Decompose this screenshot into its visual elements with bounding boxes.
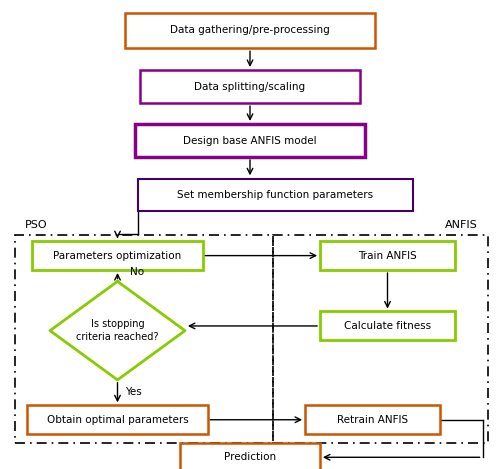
FancyBboxPatch shape xyxy=(320,311,455,340)
Text: PSO: PSO xyxy=(25,220,48,230)
FancyBboxPatch shape xyxy=(28,405,208,434)
FancyBboxPatch shape xyxy=(320,241,455,270)
Text: Data splitting/scaling: Data splitting/scaling xyxy=(194,82,306,92)
Text: Design base ANFIS model: Design base ANFIS model xyxy=(183,136,317,146)
FancyBboxPatch shape xyxy=(32,241,202,270)
FancyBboxPatch shape xyxy=(135,124,365,157)
Text: Data gathering/pre-processing: Data gathering/pre-processing xyxy=(170,25,330,36)
Text: Calculate fitness: Calculate fitness xyxy=(344,321,431,331)
Text: Prediction: Prediction xyxy=(224,452,276,462)
FancyBboxPatch shape xyxy=(305,405,440,434)
Text: No: No xyxy=(130,267,144,277)
FancyBboxPatch shape xyxy=(140,70,360,103)
Text: Train ANFIS: Train ANFIS xyxy=(358,250,417,261)
Bar xyxy=(272,235,488,443)
FancyBboxPatch shape xyxy=(180,443,320,469)
FancyBboxPatch shape xyxy=(125,13,375,48)
Text: Yes: Yes xyxy=(125,386,142,397)
Text: Retrain ANFIS: Retrain ANFIS xyxy=(337,415,408,425)
Polygon shape xyxy=(50,281,185,380)
Text: Obtain optimal parameters: Obtain optimal parameters xyxy=(46,415,189,425)
Text: Is stopping
criteria reached?: Is stopping criteria reached? xyxy=(76,319,159,342)
Bar xyxy=(15,235,272,443)
Text: Parameters optimization: Parameters optimization xyxy=(54,250,182,261)
FancyBboxPatch shape xyxy=(138,179,412,211)
Text: Set membership function parameters: Set membership function parameters xyxy=(177,189,373,200)
Text: ANFIS: ANFIS xyxy=(445,220,478,230)
